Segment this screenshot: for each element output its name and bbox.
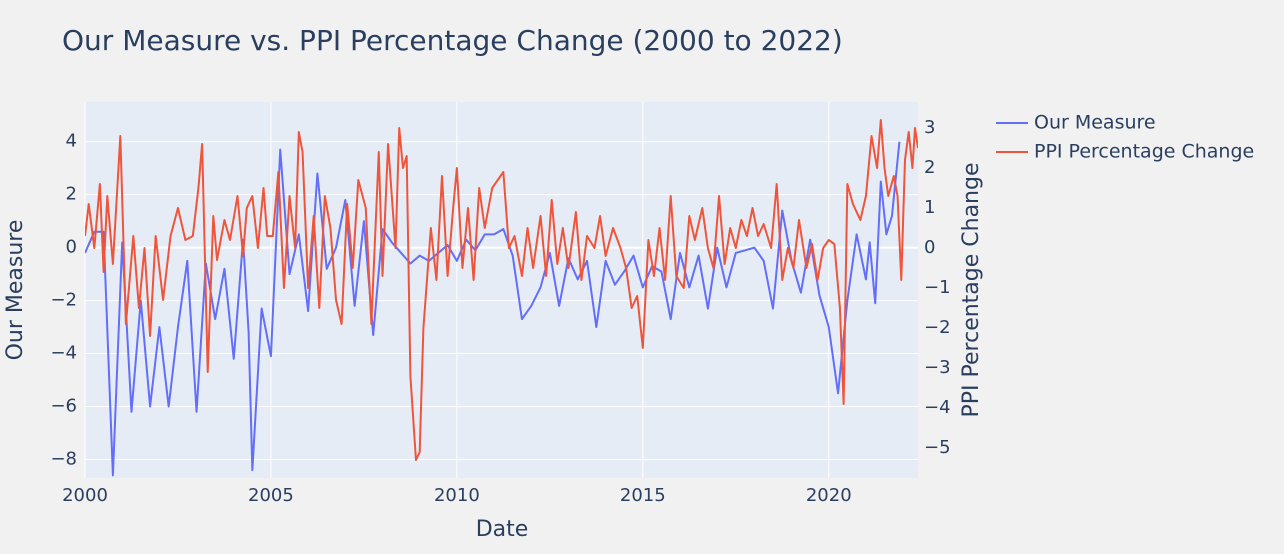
x-tick-label: 2000 — [62, 485, 108, 506]
y2-tick-label: −3 — [924, 357, 951, 378]
legend-label: Our Measure — [1034, 112, 1156, 134]
y-tick-label: −8 — [50, 448, 77, 469]
legend-label: PPI Percentage Change — [1034, 141, 1254, 163]
y-tick-label: −4 — [50, 343, 77, 364]
legend: Our Measure PPI Percentage Change — [996, 112, 1254, 163]
y-tick-label: 0 — [66, 237, 77, 258]
y2-tick-label: −5 — [924, 437, 951, 458]
series-line — [85, 119, 918, 461]
x-tick-label: 2020 — [806, 485, 852, 506]
y2-tick-label: −1 — [924, 277, 951, 298]
y2-tick-label: 1 — [924, 197, 935, 218]
y-tick-label: 4 — [66, 131, 77, 152]
y-tick-label: −6 — [50, 396, 77, 417]
x-tick-label: 2010 — [434, 485, 480, 506]
y2-tick-label: 2 — [924, 157, 935, 178]
x-axis-title: Date — [476, 517, 529, 542]
y-tick-label: −2 — [50, 290, 77, 311]
y2-tick-label: 0 — [924, 237, 935, 258]
x-tick-label: 2005 — [248, 485, 294, 506]
plot-area — [85, 102, 918, 478]
x-tick-label: 2015 — [620, 485, 666, 506]
y-tick-label: 2 — [66, 184, 77, 205]
labels: 2000 2005 2010 2015 2020 −8 −6 −4 −2 0 2 4 −5 −4 −3 −2 −… — [50, 117, 950, 506]
chart-title: Our Measure vs. PPI Percentage Change (2… — [62, 24, 843, 57]
lines — [85, 119, 918, 477]
series-line — [85, 141, 901, 477]
y2-tick-label: −2 — [924, 317, 951, 338]
y2-axis-title: PPI Percentage Change — [959, 163, 984, 418]
y-axis-title: Our Measure — [3, 220, 28, 361]
y2-tick-label: −4 — [924, 397, 951, 418]
y2-tick-label: 3 — [924, 117, 935, 138]
